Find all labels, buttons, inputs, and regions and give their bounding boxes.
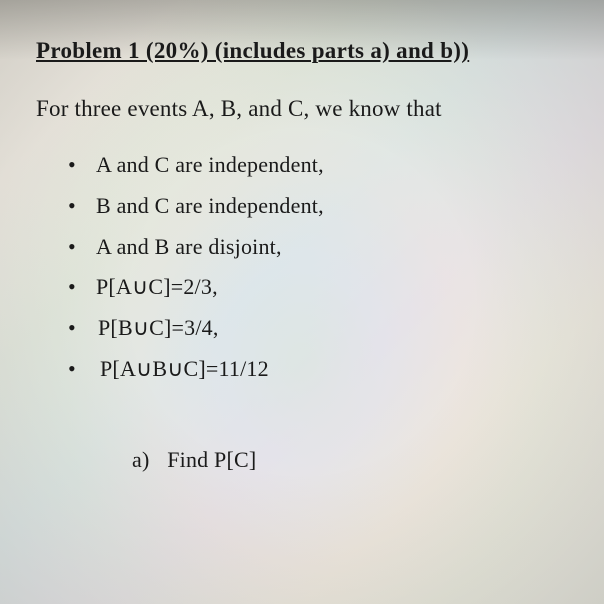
part-a-section: a) Find P[C] xyxy=(36,447,574,473)
list-item: A and C are independent, xyxy=(96,150,574,181)
problem-title: Problem 1 (20%) (includes parts a) and b… xyxy=(36,38,574,64)
list-item: B and C are independent, xyxy=(96,191,574,222)
list-item: P[A∪B∪C]=11/12 xyxy=(96,354,574,385)
bullet-list: A and C are independent, B and C are ind… xyxy=(36,150,574,385)
part-a-label: a) xyxy=(132,447,150,473)
list-item: P[B∪C]=3/4, xyxy=(96,313,574,344)
list-item: A and B are disjoint, xyxy=(96,232,574,263)
problem-intro: For three events A, B, and C, we know th… xyxy=(36,96,574,122)
list-item: P[A∪C]=2/3, xyxy=(96,272,574,303)
problem-page: Problem 1 (20%) (includes parts a) and b… xyxy=(0,0,604,493)
part-a-text: Find P[C] xyxy=(167,447,256,472)
